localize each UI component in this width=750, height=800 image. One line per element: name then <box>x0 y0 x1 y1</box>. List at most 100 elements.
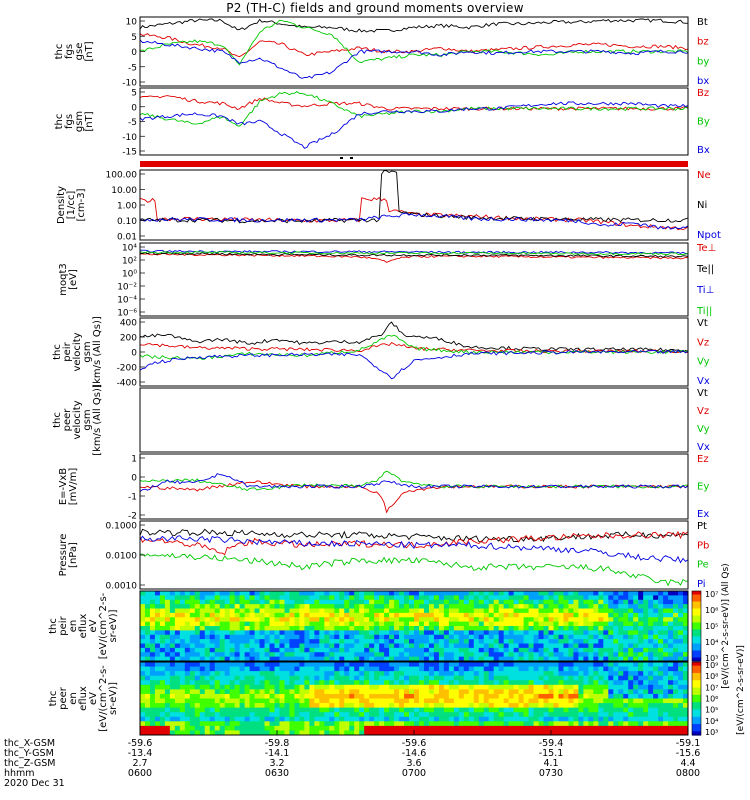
x-tick-x-gsm: -59.6 <box>402 738 427 749</box>
y-axis-label: peer <box>58 686 69 710</box>
x-tick-z-gsm: 3.2 <box>269 758 284 769</box>
colorbar-tick: 10⁵ <box>705 622 718 631</box>
series-vx-line <box>139 349 689 380</box>
legend-by: By <box>697 117 710 128</box>
series-npot-line <box>139 212 689 230</box>
x-tick-y-gsm: -15.1 <box>539 748 564 759</box>
colorbar <box>691 590 702 662</box>
y-tick-label: -15 <box>122 148 137 158</box>
y-axis-label: E=-VxB <box>58 468 69 505</box>
y-axis-label: Pressure <box>58 534 69 577</box>
y-tick-label: 10⁻⁶ <box>117 309 137 319</box>
y-axis-label: [km/s (All Qs)] <box>92 316 103 388</box>
series-bx-line <box>139 39 689 79</box>
x-tick-time: 0630 <box>265 768 289 779</box>
y-tick-label: 10² <box>122 257 137 267</box>
series-bz-line <box>139 32 689 58</box>
colorbar-tick: 10⁴ <box>705 717 718 726</box>
y-axis-label: gse <box>74 43 85 61</box>
legend-vt: Vt <box>697 318 708 329</box>
y-tick-label: -2 <box>128 512 137 522</box>
x-axis-row-label: thc_X-GSM <box>4 738 55 749</box>
y-tick-label: 0.0100 <box>106 552 138 562</box>
series-te-line <box>139 251 689 258</box>
x-axis-row-label: thc_Y-GSM <box>4 748 54 759</box>
y-axis-label: [nT] <box>84 41 95 61</box>
series-bz-line <box>139 95 689 111</box>
series-bt-line <box>139 18 689 33</box>
x-tick-time: 0700 <box>402 768 426 779</box>
y-axis-label: [nT] <box>84 111 95 131</box>
colorbar-tick: 10⁷ <box>705 590 718 599</box>
y-axis-label: eflux <box>78 686 89 711</box>
legend-vz: Vz <box>697 406 709 417</box>
x-tick-time: 0600 <box>128 768 152 779</box>
x-tick-x-gsm: -59.4 <box>539 738 564 749</box>
series-pi-line <box>139 535 689 564</box>
legend-bz: Bz <box>697 88 709 99</box>
legend-pt: Pt <box>697 521 707 532</box>
y-axis-label: gsm <box>74 111 85 132</box>
legend-bx: Bx <box>697 145 710 156</box>
y-tick-label: 1 <box>131 455 137 465</box>
legend-vz: Vz <box>697 337 709 348</box>
x-tick-z-gsm: 4.4 <box>680 758 695 769</box>
legend-bx: bx <box>697 76 709 87</box>
legend-ne: Ne <box>697 170 711 181</box>
x-axis-row-label: 2020 Dec 31 <box>4 778 65 789</box>
x-tick-x-gsm: -59.1 <box>676 738 701 749</box>
legend-vx: Vx <box>697 442 710 453</box>
panel-5 <box>139 317 689 387</box>
page-title: P2 (TH-C) fields and ground moments over… <box>226 1 524 15</box>
y-axis-label: thc <box>54 114 65 130</box>
series-by-line <box>139 91 689 127</box>
y-axis-label: thc <box>54 44 65 60</box>
x-tick-y-gsm: -13.4 <box>128 748 153 759</box>
y-axis-label: [nPa] <box>68 542 79 568</box>
panel-8 <box>139 520 689 590</box>
colorbar-tick: 10⁸ <box>705 672 718 681</box>
colorbar-tick: 10⁵ <box>705 706 718 715</box>
legend-vx: Vx <box>697 376 710 387</box>
y-tick-label: 200 <box>120 334 137 344</box>
panel-1 <box>139 16 689 87</box>
y-tick-label: 5 <box>131 33 137 43</box>
legend-te: Te|| <box>696 264 714 275</box>
x-tick-y-gsm: -14.1 <box>265 748 290 759</box>
legend-by: by <box>697 56 709 67</box>
series-pt-line <box>139 528 689 543</box>
y-tick-label: 0 <box>131 349 137 359</box>
y-tick-label: 10.00 <box>111 186 137 196</box>
y-axis-label: eflux <box>78 614 89 639</box>
y-axis-label: velocity <box>72 400 83 439</box>
legend-vt: Vt <box>697 388 708 399</box>
colorbar-tick: 10³ <box>705 728 718 737</box>
y-axis-label: eV <box>88 692 99 705</box>
y-tick-label: 10⁰ <box>122 270 137 280</box>
legend-ni: Ni <box>697 200 707 211</box>
y-axis-label: peir <box>58 615 69 635</box>
legend-pb: Pb <box>697 540 709 551</box>
series-ti-line <box>140 249 689 255</box>
y-tick-label: 10⁴ <box>122 244 137 254</box>
y-tick-label: 0.10 <box>117 217 137 227</box>
panel-10 <box>139 661 689 736</box>
x-tick-time: 0800 <box>676 768 700 779</box>
legend-bt: Bt <box>697 17 708 28</box>
y-tick-label: 0 <box>131 103 137 113</box>
y-axis-label: en <box>68 692 79 705</box>
x-tick-y-gsm: -14.6 <box>402 748 427 759</box>
colorbar-tick: 10³ <box>705 654 718 663</box>
y-axis-label: thc <box>48 618 59 634</box>
x-axis-row-label: hhmm <box>4 768 35 779</box>
y-axis-label: fgs <box>64 114 75 129</box>
legend-vy: Vy <box>697 357 710 368</box>
colorbar-tick: 10⁷ <box>705 683 718 692</box>
y-axis-label: [eV/(cm^2-s- <box>98 665 109 732</box>
legend-pe: Pe <box>697 560 709 571</box>
series-ne-line <box>139 196 689 231</box>
y-axis-label: sr-eV)] <box>108 682 119 715</box>
x-tick-x-gsm: -59.6 <box>128 738 153 749</box>
colorbar-label: [eV/(cm^2-s-sr-eV)] <box>736 645 746 735</box>
y-tick-label: -400 <box>117 379 138 389</box>
